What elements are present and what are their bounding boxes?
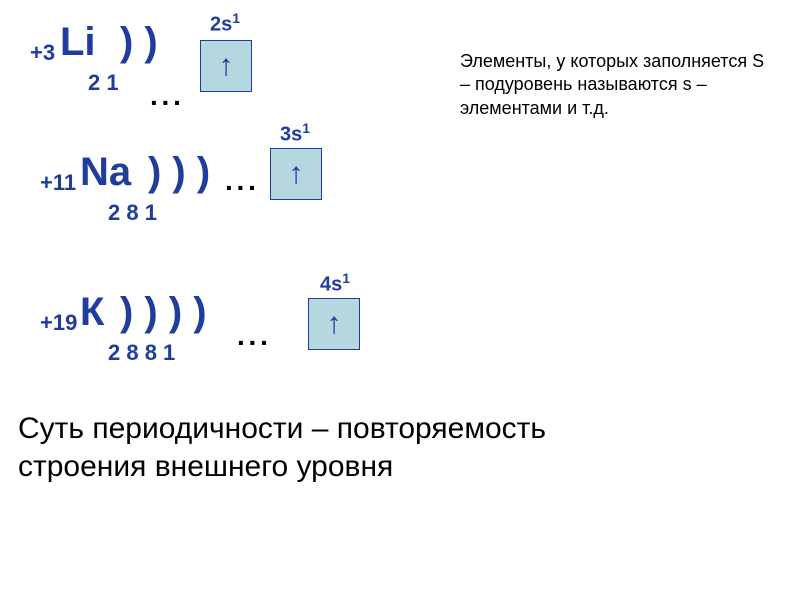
element-charge-0: +3	[30, 40, 55, 66]
conclusion-text: Суть периодичности – повторяемость строе…	[18, 410, 638, 485]
ellipsis-1: . . .	[225, 165, 254, 197]
orbital-label-1: 3s1	[280, 120, 310, 147]
shell-parens-0: ) )	[120, 20, 158, 65]
side-note: Элементы, у которых заполняется S – поду…	[460, 50, 770, 120]
orbital-box-2: ↑	[308, 298, 360, 350]
ellipsis-2: . . .	[237, 320, 266, 352]
electron-arrow-icon: ↑	[289, 159, 304, 189]
shell-numbers-0: 2 1	[88, 70, 119, 96]
electron-arrow-icon: ↑	[327, 309, 342, 339]
element-symbol-1: Na	[80, 150, 131, 195]
element-symbol-0: Li	[60, 20, 96, 65]
element-symbol-2: К	[80, 290, 104, 335]
orbital-box-1: ↑	[270, 148, 322, 200]
shell-numbers-1: 2 8 1	[108, 200, 157, 226]
element-charge-2: +19	[40, 310, 77, 336]
ellipsis-0: . . .	[150, 80, 179, 112]
shell-parens-2: ) ) ) )	[120, 290, 207, 335]
orbital-label-0: 2s1	[210, 10, 240, 37]
electron-arrow-icon: ↑	[219, 51, 234, 81]
orbital-box-0: ↑	[200, 40, 252, 92]
shell-parens-1: ) ) )	[148, 150, 210, 195]
shell-numbers-2: 2 8 8 1	[108, 340, 175, 366]
orbital-label-2: 4s1	[320, 270, 350, 297]
element-charge-1: +11	[40, 170, 76, 196]
